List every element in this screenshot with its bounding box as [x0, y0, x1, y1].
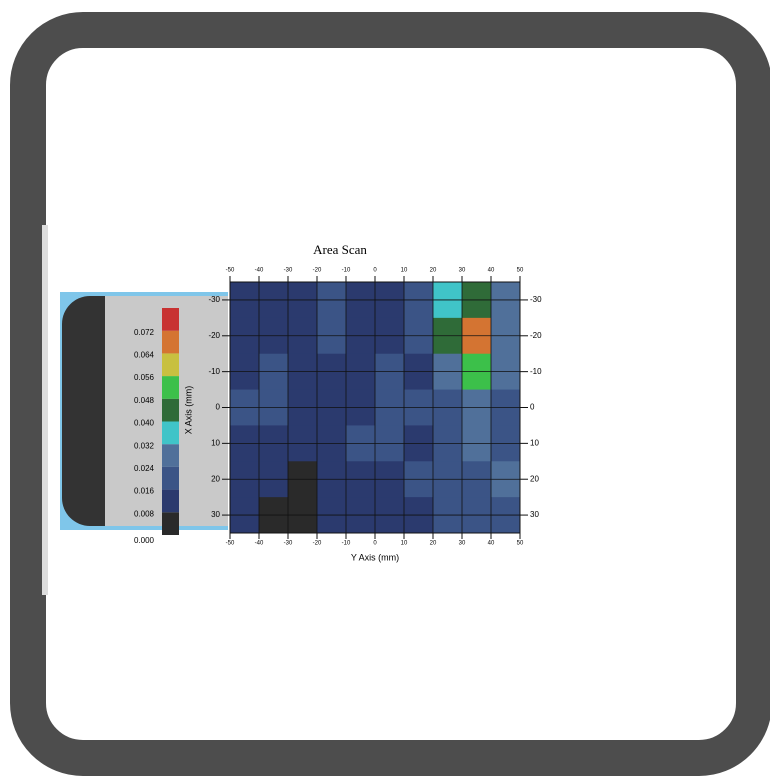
y-tick-label: -20 — [208, 331, 220, 340]
y-tick-label: 20 — [530, 474, 539, 483]
x-tick-label: -10 — [342, 268, 351, 274]
colorbar-label: 0.008 — [134, 509, 155, 518]
colorbar-swatch — [162, 330, 179, 354]
x-tick-label: 50 — [517, 541, 524, 547]
x-tick-label: -30 — [284, 541, 293, 547]
x-tick-label: -10 — [342, 541, 351, 547]
y-tick-label: -20 — [530, 331, 542, 340]
x-tick-label: 50 — [517, 268, 524, 274]
x-tick-label: -40 — [255, 541, 264, 547]
x-tick-label: -50 — [226, 541, 235, 547]
x-tick-label: -40 — [255, 268, 264, 274]
chart-title: Area Scan — [313, 242, 367, 257]
colorbar-label: 0.072 — [134, 328, 155, 337]
y-tick-label: -10 — [530, 367, 542, 376]
x-tick-label: -30 — [284, 268, 293, 274]
y-tick-label: 0 — [216, 403, 221, 412]
colorbar-label: 0.000 — [134, 536, 155, 545]
x-tick-label: 40 — [488, 268, 495, 274]
y-tick-label: 30 — [530, 510, 539, 519]
colorbar-label: 0.040 — [134, 419, 155, 428]
colorbar-swatch — [162, 353, 179, 377]
y-tick-label: -30 — [530, 295, 542, 304]
edge — [42, 225, 48, 595]
x-tick-label: 20 — [430, 541, 437, 547]
x-tick-label: -20 — [313, 541, 322, 547]
x-tick-label: 0 — [373, 541, 377, 547]
y-tick-label: 30 — [211, 510, 220, 519]
x-tick-label: 10 — [401, 541, 408, 547]
x-axis-label: Y Axis (mm) — [351, 552, 399, 562]
x-tick-label: 0 — [373, 268, 377, 274]
x-tick-label: -50 — [226, 268, 235, 274]
y-tick-label: -10 — [208, 367, 220, 376]
colorbar-swatch — [162, 444, 179, 467]
y-tick-label: 10 — [211, 438, 220, 447]
colorbar-label: 0.016 — [134, 487, 155, 496]
x-tick-label: 40 — [488, 541, 495, 547]
colorbar-swatch — [162, 466, 179, 490]
x-tick-label: -20 — [313, 268, 322, 274]
colorbar-label: 0.064 — [134, 351, 155, 360]
colorbar-swatch — [162, 512, 179, 535]
colorbar-label: 0.032 — [134, 441, 155, 450]
colorbar-label: 0.056 — [134, 373, 155, 382]
y-tick-label: 0 — [530, 403, 535, 412]
x-tick-label: 10 — [401, 268, 408, 274]
colorbar-swatch — [162, 398, 179, 422]
x-tick-label: 30 — [459, 541, 466, 547]
x-tick-label: 20 — [430, 268, 437, 274]
y-axis-label: X Axis (mm) — [183, 386, 193, 435]
colorbar-swatch — [162, 376, 179, 399]
y-tick-label: 10 — [530, 438, 539, 447]
y-tick-label: -30 — [208, 295, 220, 304]
colorbar-swatch — [162, 308, 179, 331]
colorbar-swatch — [162, 489, 179, 513]
colorbar-label: 0.048 — [134, 396, 155, 405]
y-tick-label: 20 — [211, 474, 220, 483]
colorbar-label: 0.024 — [134, 464, 155, 473]
colorbar-swatch — [162, 421, 179, 445]
x-tick-label: 30 — [459, 268, 466, 274]
